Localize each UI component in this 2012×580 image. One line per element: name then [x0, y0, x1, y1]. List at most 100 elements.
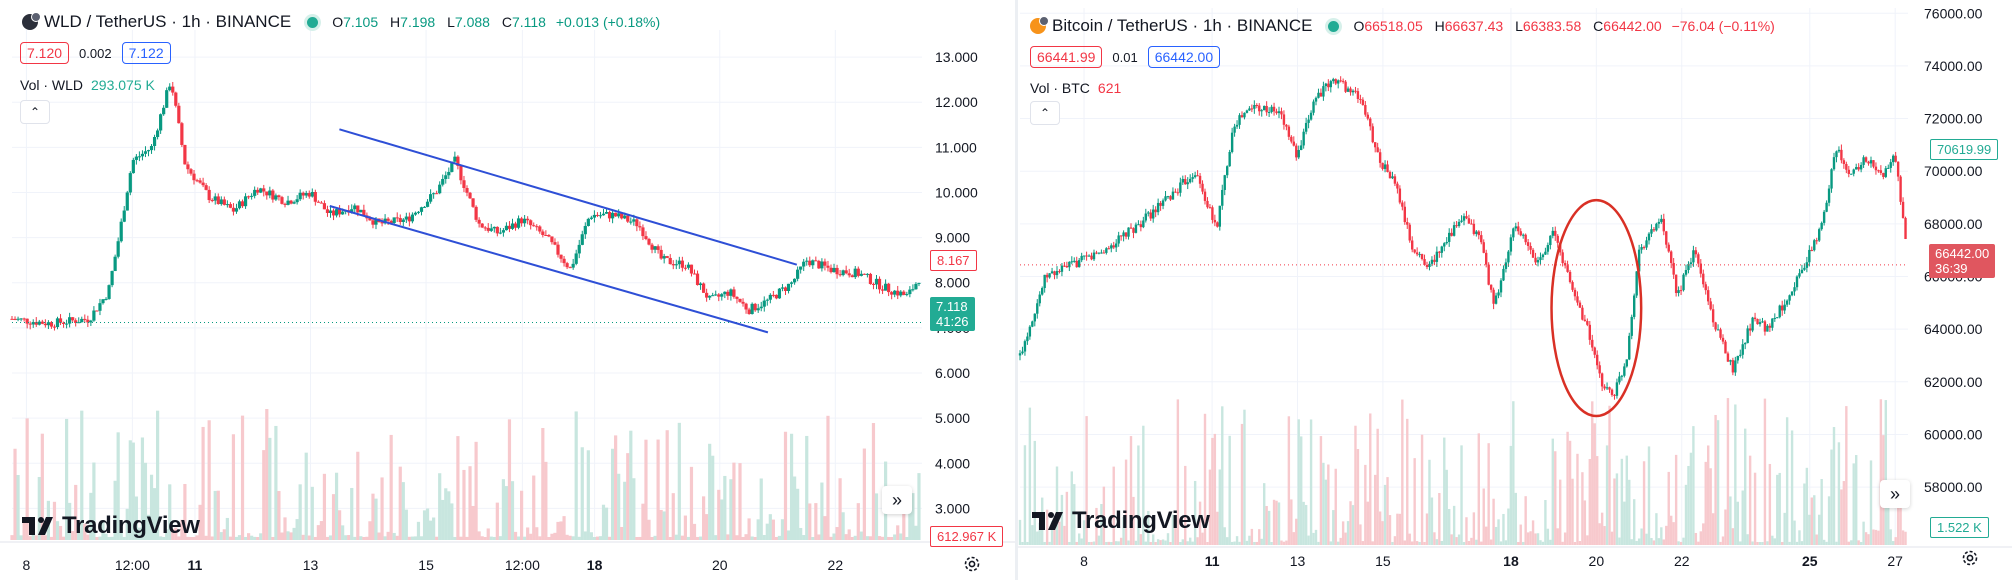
volume-bar	[1376, 428, 1379, 545]
btc-chart-canvas[interactable]: 58000.0060000.0062000.0064000.0066000.00…	[1018, 0, 2012, 580]
volume-bar	[1290, 499, 1293, 545]
candle-body	[1818, 229, 1821, 241]
symbol-title[interactable]: WLD / TetherUS · 1h · BINANCE	[44, 12, 292, 31]
wld-chart-panel[interactable]: 3.0004.0005.0006.0007.0008.0009.00010.00…	[0, 0, 1015, 580]
volume-bar	[19, 535, 23, 540]
volume-bar	[350, 487, 354, 540]
candle-body	[1776, 317, 1779, 319]
candle-body	[292, 202, 296, 204]
candle-body	[1228, 151, 1231, 167]
candle-body	[1734, 360, 1737, 373]
candle-body	[92, 310, 96, 321]
volume-bar	[1055, 466, 1059, 545]
volume-bar	[1598, 523, 1601, 545]
candle-body	[1433, 259, 1436, 262]
candle-body	[510, 223, 515, 229]
volume-bar	[1060, 494, 1064, 545]
volume-bar	[1425, 513, 1429, 545]
scroll-to-realtime-button[interactable]: »	[1880, 480, 1910, 508]
volume-bar	[68, 502, 72, 540]
candle-body	[1709, 301, 1712, 310]
volume-bar	[1581, 472, 1584, 545]
candle-body	[765, 299, 769, 301]
gear-icon[interactable]	[962, 554, 982, 574]
candle-body	[489, 228, 493, 231]
volume-bar	[805, 435, 809, 540]
candle-body	[680, 260, 684, 268]
sell-button[interactable]: 7.120	[20, 42, 70, 64]
volume-bar	[1317, 541, 1320, 545]
volume-bar	[1605, 445, 1609, 545]
volume-bar	[844, 534, 848, 540]
candle-body	[871, 283, 876, 285]
candle-body	[1152, 209, 1155, 219]
volume-bar	[1813, 495, 1816, 545]
candle-body	[686, 264, 691, 268]
symbol-title[interactable]: Bitcoin / TetherUS · 1h · BINANCE	[1052, 16, 1313, 35]
candle-body	[1504, 262, 1508, 269]
volume-bar	[1107, 541, 1110, 545]
candle-body	[789, 282, 794, 284]
volume-bar	[838, 478, 842, 540]
volume-bar	[1901, 530, 1905, 545]
volume-bar	[680, 535, 684, 540]
sell-button[interactable]: 66441.99	[1030, 46, 1103, 68]
gear-icon[interactable]	[1960, 548, 1980, 568]
buy-button[interactable]: 7.122	[121, 42, 171, 64]
volume-bar	[692, 523, 697, 540]
collapse-legend-button[interactable]: ⌃	[20, 100, 50, 124]
candle-body	[1748, 328, 1752, 331]
scroll-to-realtime-button[interactable]: »	[882, 486, 912, 514]
candle-body	[219, 199, 223, 205]
volume-bar	[1864, 532, 1868, 545]
volume-bar	[1514, 492, 1517, 545]
volume-bar	[1186, 541, 1189, 545]
candle-body	[1494, 295, 1498, 304]
candle-body	[1896, 161, 1900, 177]
buy-button[interactable]: 66442.00	[1147, 46, 1221, 68]
candle-body	[1346, 88, 1350, 92]
candle-body	[240, 201, 245, 207]
candle-body	[471, 198, 475, 207]
volume-bar	[1440, 540, 1443, 545]
volume-bar	[1608, 405, 1611, 545]
candle-body	[1393, 176, 1397, 184]
volume-bar	[1591, 401, 1594, 545]
volume-bar	[708, 443, 712, 540]
candle-body	[1408, 224, 1411, 241]
x-tick-label: 12:00	[115, 557, 150, 573]
candle-body	[1687, 264, 1690, 271]
candle-body	[1018, 353, 1022, 356]
candle-body	[1904, 217, 1907, 240]
volume-bar	[280, 532, 284, 540]
candle-body	[529, 220, 533, 226]
volume-bar	[274, 425, 278, 540]
volume-bar	[1588, 458, 1591, 545]
candle-body	[486, 227, 490, 231]
candle-body	[911, 289, 915, 291]
volume-bar	[735, 535, 739, 540]
volume-bar	[1835, 541, 1838, 545]
candle-body	[1068, 261, 1071, 268]
candle-body	[1085, 255, 1088, 257]
volume-bar	[811, 536, 815, 540]
volume-bar	[207, 420, 211, 540]
volume-bar	[1551, 438, 1554, 545]
candle-body	[407, 216, 411, 222]
candle-body	[1499, 280, 1503, 293]
volume-bar	[1509, 445, 1513, 545]
last-price-tag: 66442.00 36:39	[1929, 244, 1996, 278]
candle-body	[438, 184, 442, 194]
volume-bar	[832, 533, 836, 540]
candle-body	[1238, 115, 1241, 125]
volume-bar	[371, 493, 375, 540]
volume-bar	[1272, 499, 1276, 545]
change-readout: −76.04 (−0.11%)	[1671, 18, 1775, 34]
collapse-legend-button[interactable]: ⌃	[1030, 101, 1060, 125]
btc-chart-panel[interactable]: 58000.0060000.0062000.0064000.0066000.00…	[1018, 0, 2012, 580]
candle-body	[844, 270, 848, 274]
volume-bar	[1694, 532, 1698, 545]
volume-bar	[410, 536, 414, 540]
candle-body	[856, 268, 860, 276]
volume-bar	[95, 536, 99, 540]
